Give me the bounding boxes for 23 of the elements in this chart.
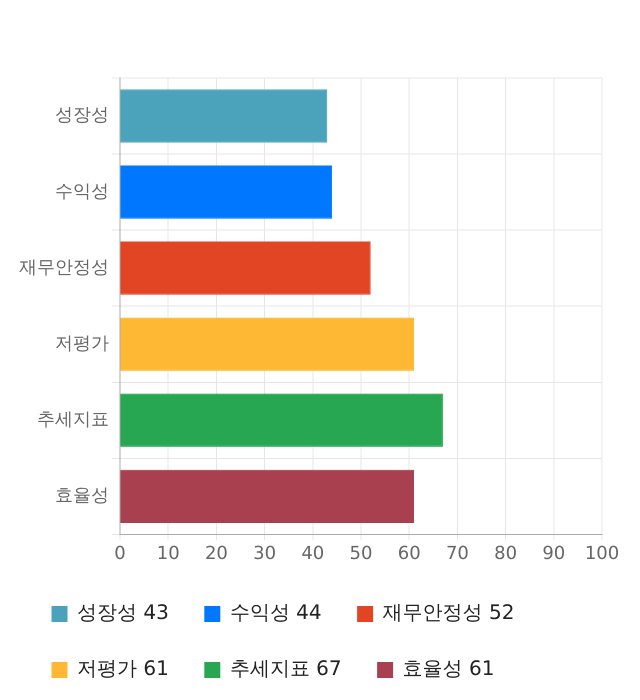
legend-label: 수익성 44 <box>230 600 322 624</box>
legend-label: 재무안정성 52 <box>382 600 514 624</box>
x-tick-label: 20 <box>204 542 228 564</box>
x-tick-label: 30 <box>253 542 276 564</box>
x-tick-label: 80 <box>494 542 518 564</box>
y-tick-label: 효율성 <box>55 485 109 506</box>
x-tick-label: 100 <box>584 542 620 564</box>
x-tick-label: 50 <box>350 542 372 564</box>
legend-label: 효율성 61 <box>402 656 494 680</box>
y-tick-label: 재무안정성 <box>19 256 109 278</box>
x-tick-label: 0 <box>114 542 126 564</box>
y-tick-label: 수익성 <box>55 180 109 202</box>
y-tick-label: 성장성 <box>55 104 109 126</box>
x-tick-label: 40 <box>301 542 324 564</box>
x-tick-label: 10 <box>156 542 180 564</box>
x-tick-label: 90 <box>542 542 566 564</box>
legend-label: 추세지표 67 <box>230 656 342 680</box>
legend-label: 저평가 61 <box>77 656 169 680</box>
legend-label: 성장성 43 <box>77 600 169 624</box>
y-tick-label: 추세지표 <box>37 408 109 430</box>
x-tick-label: 70 <box>446 542 469 564</box>
x-tick-label: 60 <box>398 542 421 564</box>
y-tick-label: 저평가 <box>55 332 109 354</box>
